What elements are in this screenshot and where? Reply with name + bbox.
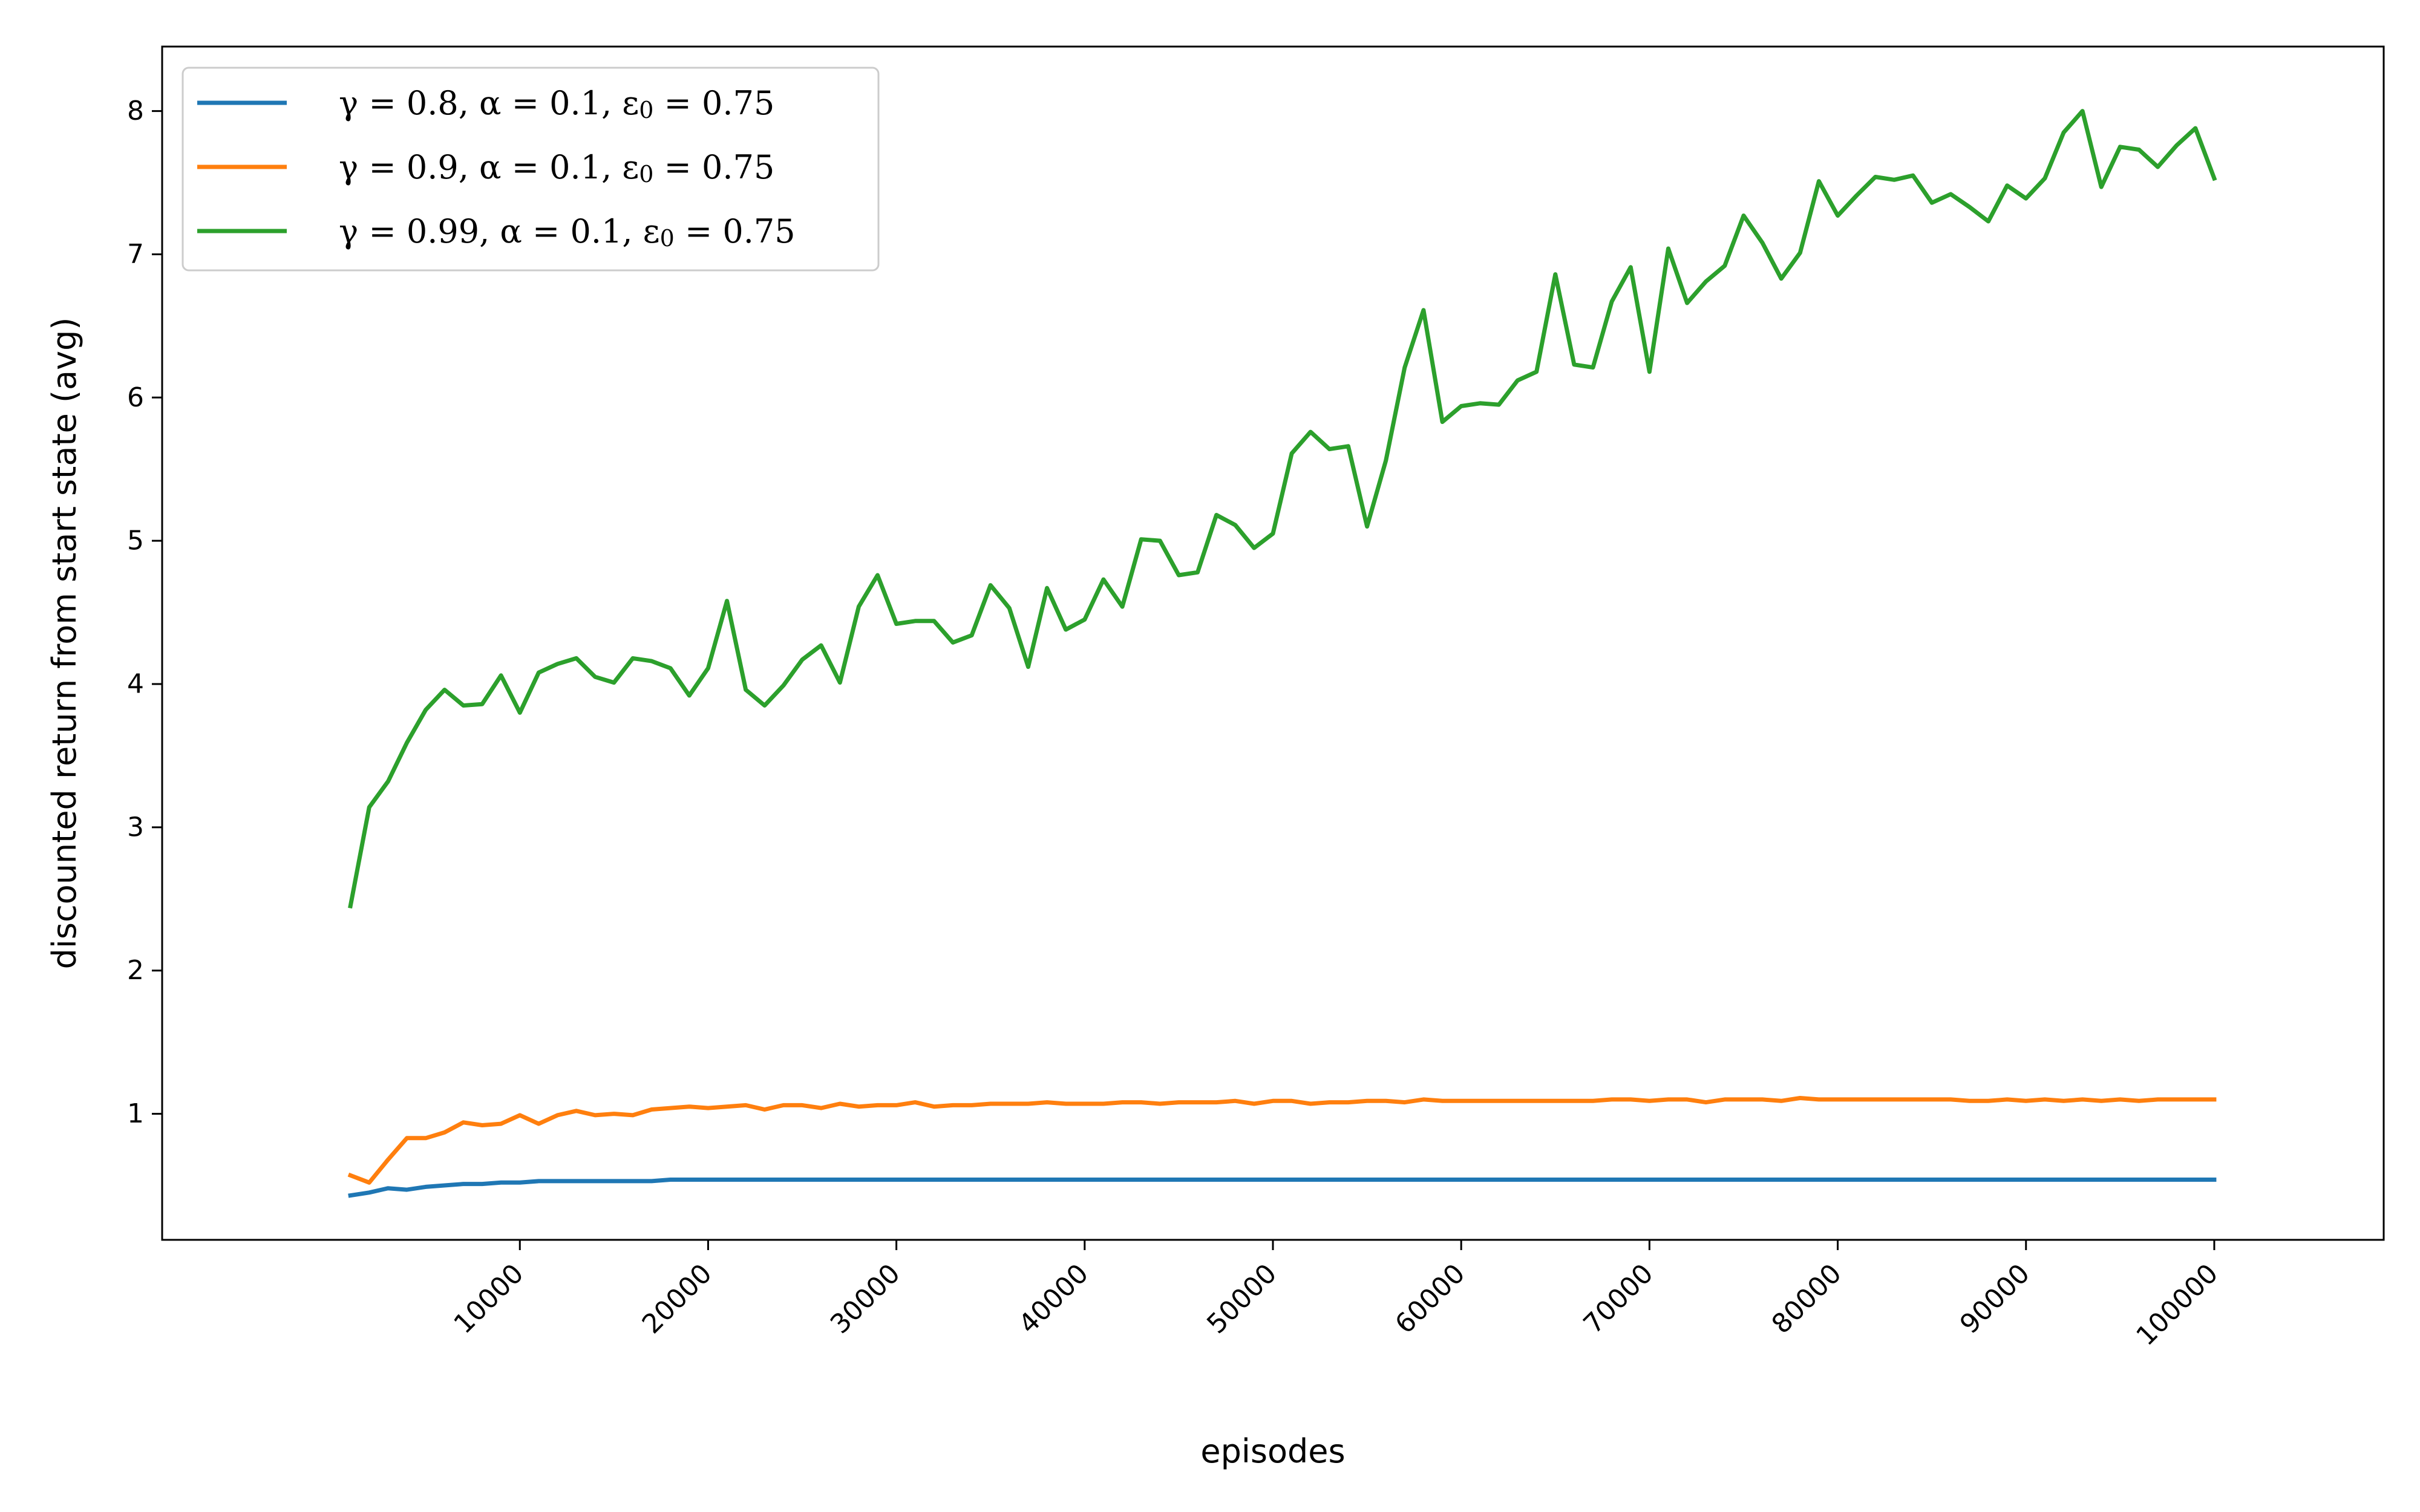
y-tick-label: 3: [127, 812, 144, 842]
y-axis-label: discounted return from start state (avg): [45, 318, 83, 969]
legend-entry-3: γ = 0.99, α = 0.1, ε0 = 0.75: [339, 212, 796, 252]
legend-entry-2: γ = 0.9, α = 0.1, ε0 = 0.75: [339, 148, 774, 188]
legend: γ = 0.8, α = 0.1, ε0 = 0.75 γ = 0.9, α = …: [182, 67, 880, 272]
y-tick-label: 1: [127, 1098, 144, 1129]
series-line-1: [348, 1178, 2217, 1198]
y-tick-label: 8: [127, 96, 144, 126]
y-tick-label: 6: [127, 382, 144, 413]
y-tick-label: 5: [127, 526, 144, 556]
series-layer: [347, 109, 2217, 1198]
series-line-3: [348, 109, 2217, 909]
y-tick-label: 2: [127, 955, 144, 986]
legend-box: [182, 67, 880, 272]
series-line-2: [347, 1096, 2217, 1185]
legend-entry-1: γ = 0.8, α = 0.1, ε0 = 0.75: [339, 84, 774, 124]
x-axis-label: episodes: [1200, 1432, 1345, 1470]
y-tick-label: 7: [127, 239, 144, 270]
y-tick-label: 4: [127, 669, 144, 700]
